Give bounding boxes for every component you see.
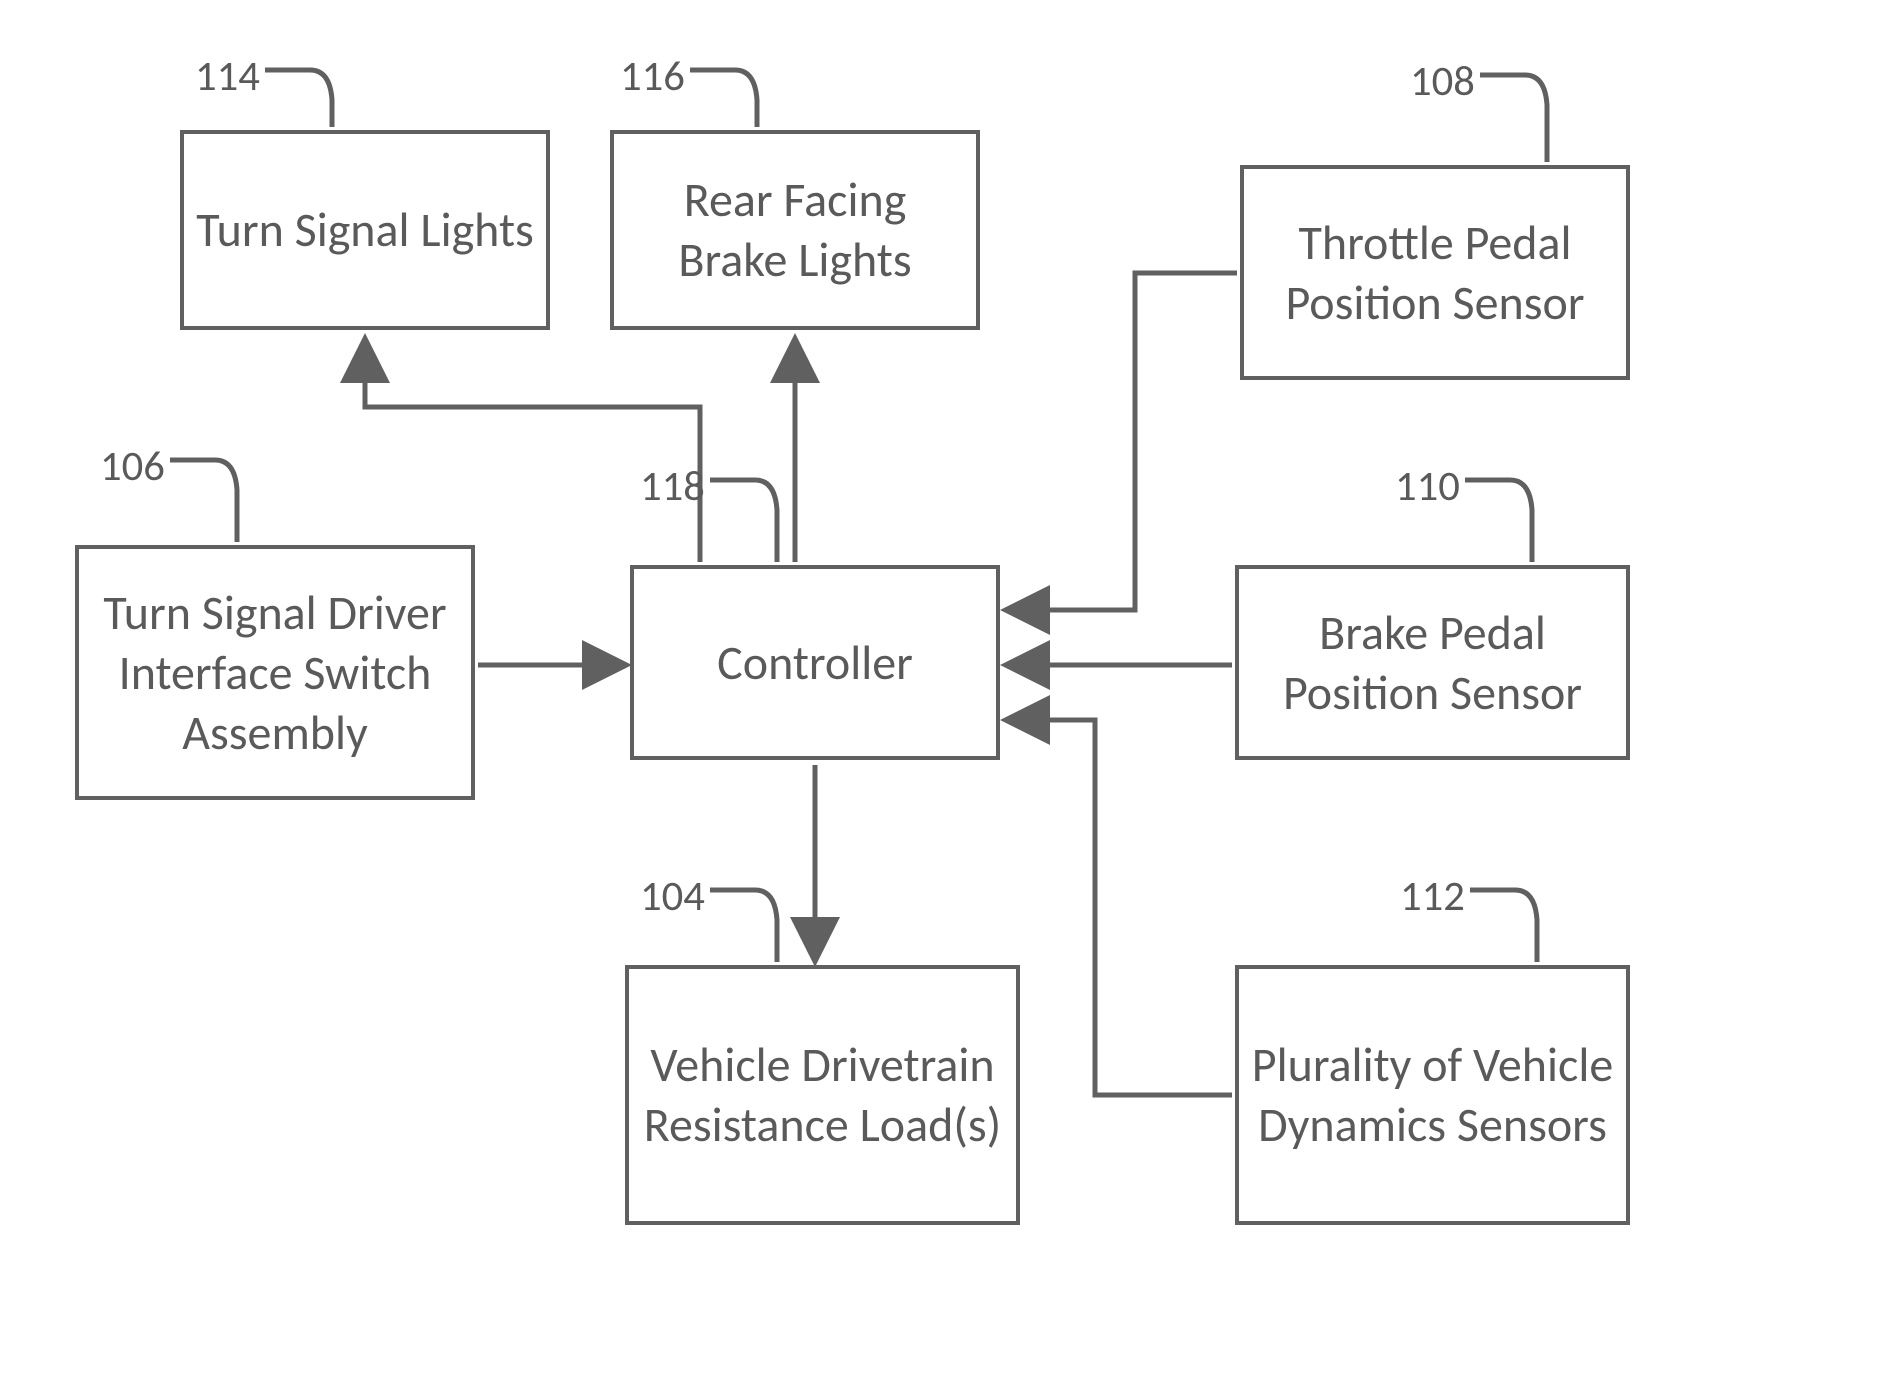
ref-label-112: 112 bbox=[1400, 870, 1465, 922]
node-label: Throttle Pedal Position Sensor bbox=[1254, 213, 1616, 333]
ref-label-114: 114 bbox=[195, 50, 260, 102]
node-label: Turn Signal Lights bbox=[196, 200, 534, 260]
ref-leader-1 bbox=[690, 70, 757, 127]
ref-label-106: 106 bbox=[100, 440, 165, 492]
ref-leader-6 bbox=[710, 890, 777, 962]
edge-n118-n114 bbox=[365, 338, 700, 562]
ref-leader-7 bbox=[1470, 890, 1537, 962]
ref-leader-5 bbox=[1465, 480, 1532, 562]
ref-label-118: 118 bbox=[640, 460, 705, 512]
ref-label-110: 110 bbox=[1395, 460, 1460, 512]
node-label: Turn Signal Driver Interface Switch Asse… bbox=[89, 583, 461, 763]
node-throttle-pedal-position-sensor: Throttle Pedal Position Sensor bbox=[1240, 165, 1630, 380]
ref-label-104: 104 bbox=[640, 870, 705, 922]
ref-leader-3 bbox=[170, 460, 237, 542]
edge-n108-n118 bbox=[1005, 273, 1237, 610]
ref-leader-0 bbox=[265, 70, 332, 127]
node-plurality-of-vehicle-dynamics-sensors: Plurality of Vehicle Dynamics Sensors bbox=[1235, 965, 1630, 1225]
node-label: Plurality of Vehicle Dynamics Sensors bbox=[1249, 1035, 1616, 1155]
edge-n112-n118 bbox=[1005, 720, 1232, 1095]
ref-label-108: 108 bbox=[1410, 55, 1475, 107]
ref-label-116: 116 bbox=[620, 50, 685, 102]
block-diagram: Turn Signal Lights Rear Facing Brake Lig… bbox=[0, 0, 1895, 1396]
node-label: Controller bbox=[717, 633, 913, 693]
ref-leader-2 bbox=[1480, 75, 1547, 162]
node-vehicle-drivetrain-resistance-loads: Vehicle Drivetrain Resistance Load(s) bbox=[625, 965, 1020, 1225]
node-label: Vehicle Drivetrain Resistance Load(s) bbox=[639, 1035, 1006, 1155]
node-turn-signal-driver-interface-switch-assembly: Turn Signal Driver Interface Switch Asse… bbox=[75, 545, 475, 800]
node-rear-facing-brake-lights: Rear Facing Brake Lights bbox=[610, 130, 980, 330]
node-controller: Controller bbox=[630, 565, 1000, 760]
node-turn-signal-lights: Turn Signal Lights bbox=[180, 130, 550, 330]
node-brake-pedal-position-sensor: Brake Pedal Position Sensor bbox=[1235, 565, 1630, 760]
node-label: Rear Facing Brake Lights bbox=[624, 170, 966, 290]
ref-leader-4 bbox=[710, 480, 777, 562]
node-label: Brake Pedal Position Sensor bbox=[1249, 603, 1616, 723]
